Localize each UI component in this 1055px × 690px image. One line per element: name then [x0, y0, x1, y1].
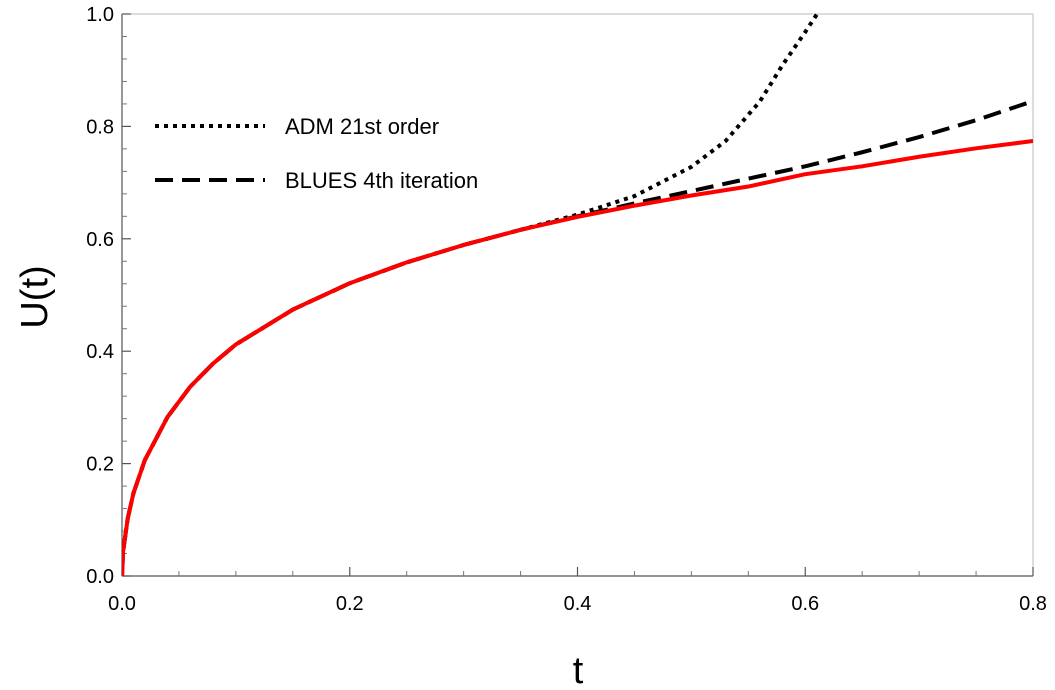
x-tick-label: 0.2	[336, 593, 364, 615]
legend-label: BLUES 4th iteration	[285, 168, 478, 193]
y-axis-ticks: 0.0 0.2 0.4 0.6 0.8 1.0	[86, 4, 131, 588]
series-line-blues-4th-iteration	[122, 99, 1033, 576]
series-line-adm-21st-order	[122, 10, 821, 576]
x-tick-label: 0.8	[1019, 593, 1047, 615]
y-tick-label: 0.8	[86, 116, 114, 138]
series-layer	[122, 10, 1033, 576]
y-axis-title: U(t)	[14, 265, 56, 328]
series-line-solid-2	[122, 139, 1033, 576]
y-tick-label: 1.0	[86, 4, 114, 26]
plot-frame	[121, 13, 1034, 577]
legend: ADM 21st order BLUES 4th iteration	[155, 114, 478, 193]
x-tick-label: 0.4	[564, 593, 592, 615]
y-tick-label: 0.2	[86, 454, 114, 476]
x-tick-label: 0.6	[791, 593, 819, 615]
x-tick-label: 0.0	[108, 593, 136, 615]
x-axis-title: t	[573, 650, 584, 690]
y-tick-label: 0.4	[86, 341, 114, 363]
x-axis-ticks: 0.0 0.2 0.4 0.6 0.8	[108, 567, 1047, 615]
y-tick-label: 0.0	[86, 566, 114, 588]
legend-label: ADM 21st order	[285, 114, 439, 139]
y-tick-label: 0.6	[86, 229, 114, 251]
